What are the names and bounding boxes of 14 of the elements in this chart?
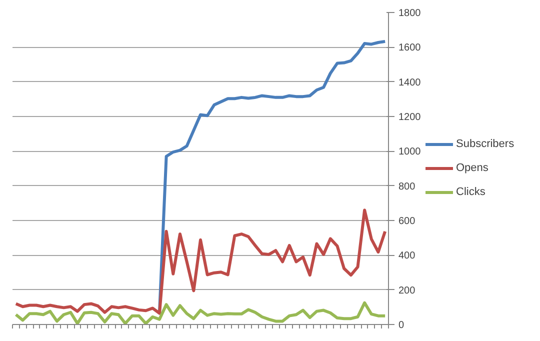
y-tick-label: 400 [398, 250, 416, 262]
y-tick-label: 1200 [398, 112, 422, 123]
y-tick-label: 0 [398, 320, 404, 331]
y-tick-label: 1000 [398, 146, 422, 158]
y-tick-label: 200 [398, 285, 416, 296]
line-series [14, 208, 387, 315]
y-tick-label: 1800 [398, 8, 422, 19]
y-tick-label: 1400 [398, 77, 422, 88]
y-tick-label: 1600 [398, 42, 422, 54]
y-tick-label: 800 [398, 181, 416, 192]
legend-label: Subscribers [456, 138, 514, 150]
legend-label: Opens [456, 162, 488, 174]
legend-label: Clicks [456, 186, 486, 198]
y-tick-label: 600 [398, 216, 416, 227]
